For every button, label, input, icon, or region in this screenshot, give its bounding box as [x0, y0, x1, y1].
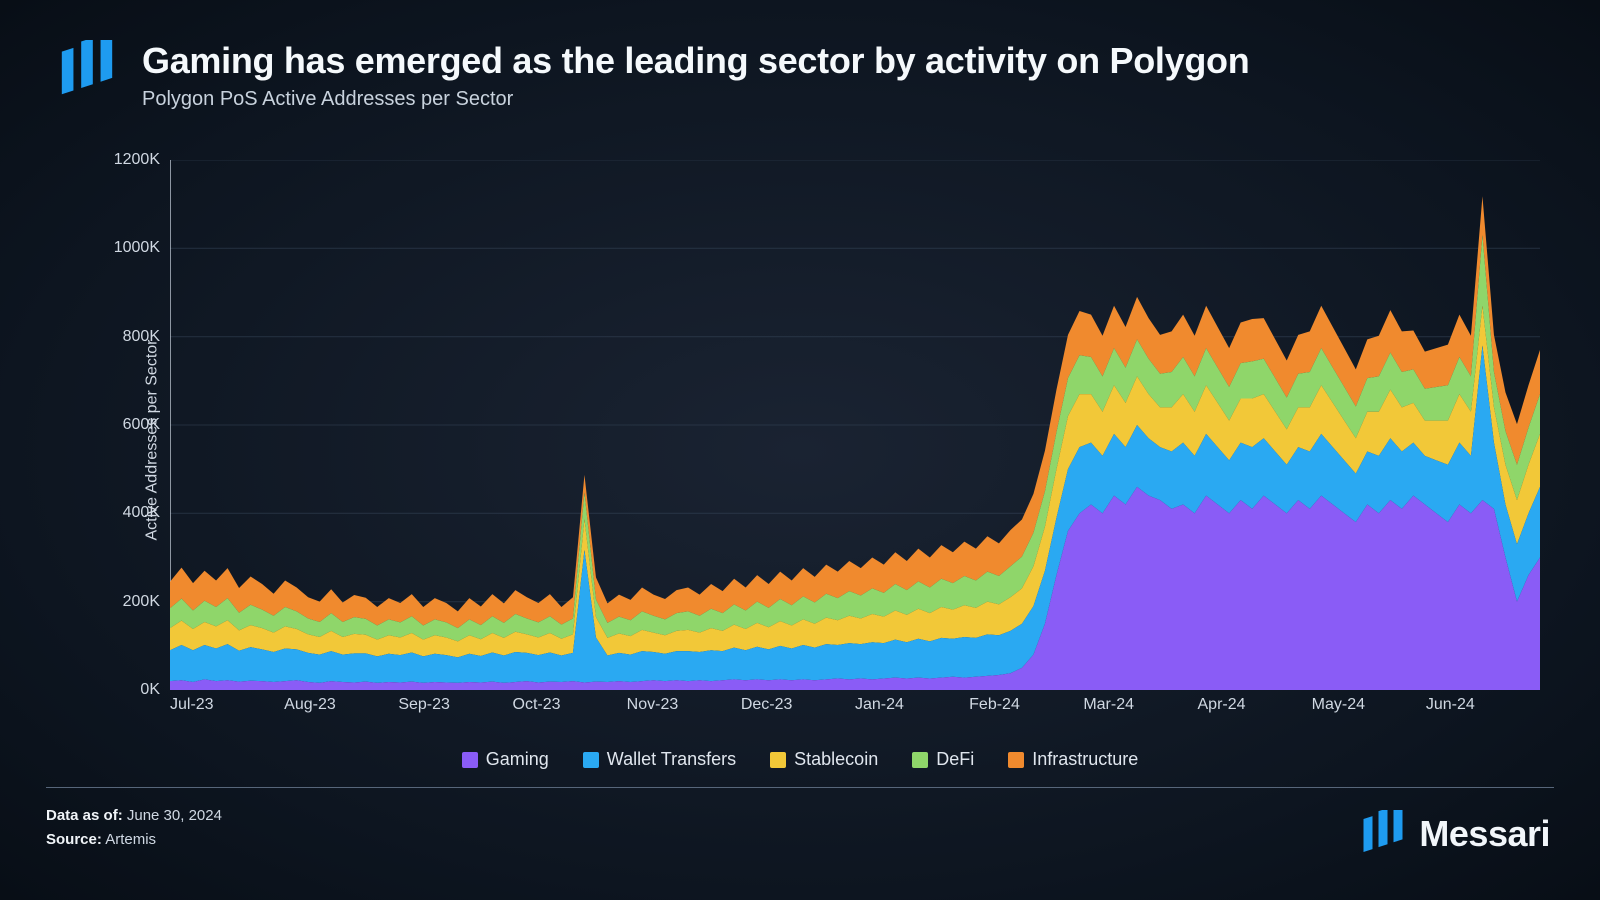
- footer-data-as-of: Data as of: June 30, 2024: [46, 804, 222, 828]
- plot: [170, 160, 1540, 690]
- x-tick-label: Jun-24: [1426, 696, 1475, 714]
- footer-source: Source: Artemis: [46, 828, 222, 852]
- x-tick-label: Dec-23: [741, 696, 793, 714]
- legend-label: Infrastructure: [1032, 749, 1138, 770]
- legend-item-wallet: Wallet Transfers: [583, 749, 736, 770]
- chart-subtitle: Polygon PoS Active Addresses per Sector: [142, 88, 1544, 111]
- footer: Data as of: June 30, 2024 Source: Artemi…: [46, 804, 222, 852]
- brand-logo-icon: [56, 40, 118, 107]
- legend-swatch: [1008, 752, 1024, 768]
- y-tick-label: 0K: [80, 681, 160, 699]
- y-tick-label: 400K: [80, 504, 160, 522]
- x-tick-label: Mar-24: [1083, 696, 1134, 714]
- legend-label: Stablecoin: [794, 749, 878, 770]
- legend-label: DeFi: [936, 749, 974, 770]
- y-tick-label: 1200K: [80, 151, 160, 169]
- legend-item-stablecoin: Stablecoin: [770, 749, 878, 770]
- legend-swatch: [912, 752, 928, 768]
- x-tick-label: Nov-23: [627, 696, 679, 714]
- legend-item-defi: DeFi: [912, 749, 974, 770]
- y-tick-label: 800K: [80, 328, 160, 346]
- y-tick-label: 600K: [80, 416, 160, 434]
- footer-divider: [46, 787, 1554, 788]
- header: Gaming has emerged as the leading sector…: [56, 40, 1544, 111]
- x-tick-label: May-24: [1312, 696, 1365, 714]
- legend-swatch: [462, 752, 478, 768]
- x-tick-label: Sep-23: [398, 696, 450, 714]
- legend: Gaming Wallet Transfers Stablecoin DeFi Infr…: [0, 749, 1600, 770]
- x-tick-label: Apr-24: [1198, 696, 1246, 714]
- brand-name: Messari: [1419, 813, 1550, 855]
- y-tick-label: 1000K: [80, 239, 160, 257]
- legend-label: Gaming: [486, 749, 549, 770]
- x-tick-label: Aug-23: [284, 696, 336, 714]
- brand-logo-icon: [1359, 810, 1407, 858]
- legend-item-gaming: Gaming: [462, 749, 549, 770]
- brand-footer: Messari: [1359, 810, 1550, 858]
- y-tick-label: 200K: [80, 593, 160, 611]
- legend-swatch: [583, 752, 599, 768]
- x-tick-label: Jul-23: [170, 696, 214, 714]
- x-tick-label: Feb-24: [969, 696, 1020, 714]
- chart-title: Gaming has emerged as the leading sector…: [142, 40, 1544, 82]
- chart-area: Active Addresses per Sector 0K200K400K60…: [60, 150, 1540, 730]
- legend-label: Wallet Transfers: [607, 749, 736, 770]
- x-tick-label: Jan-24: [855, 696, 904, 714]
- title-block: Gaming has emerged as the leading sector…: [142, 40, 1544, 111]
- x-tick-label: Oct-23: [513, 696, 561, 714]
- legend-swatch: [770, 752, 786, 768]
- legend-item-infrastructure: Infrastructure: [1008, 749, 1138, 770]
